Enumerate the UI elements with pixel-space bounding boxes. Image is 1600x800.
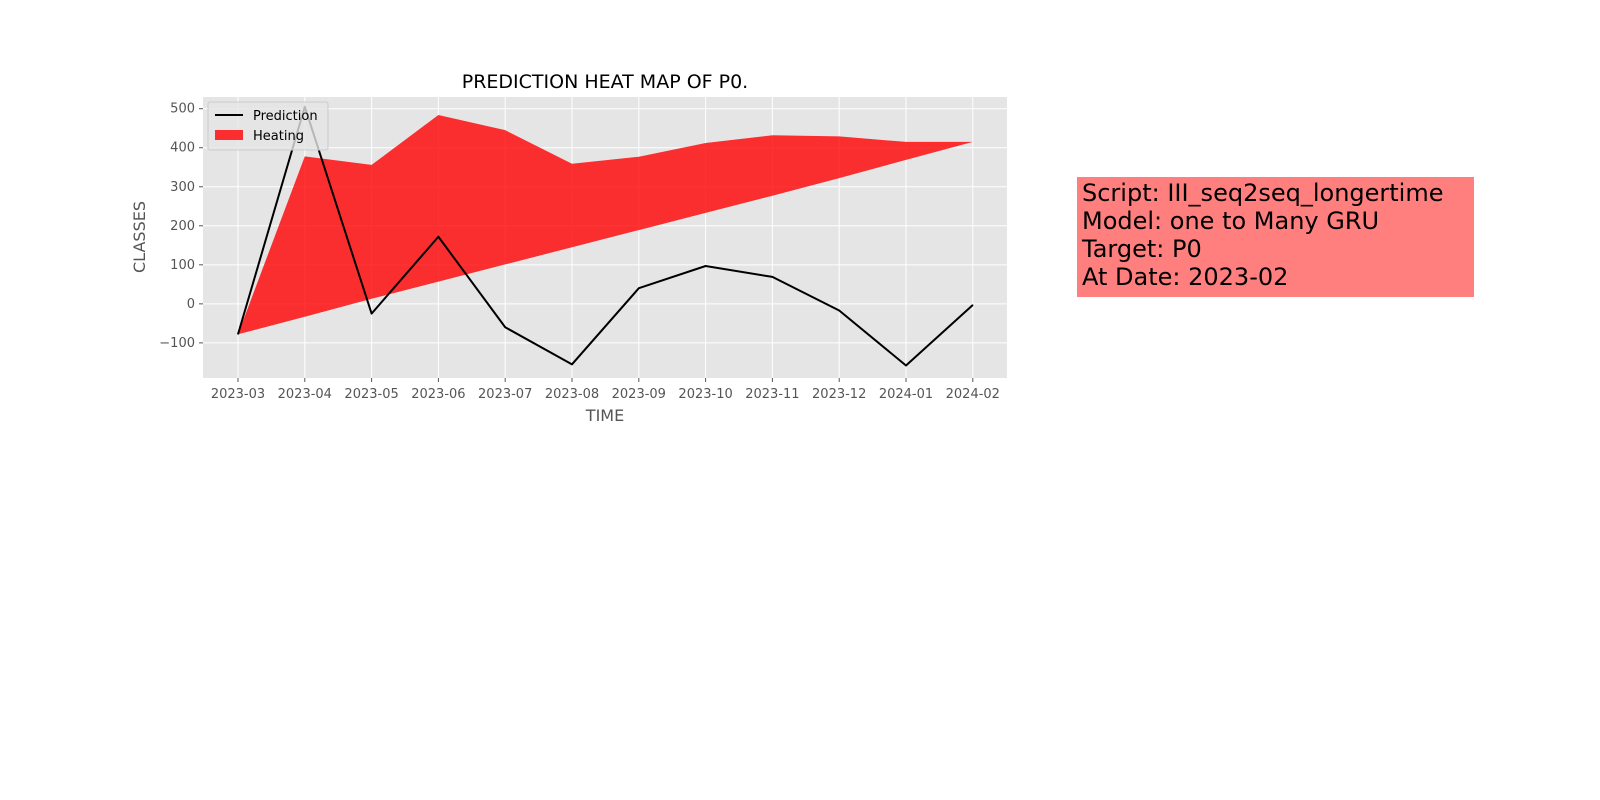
y-tick-label: 400 <box>170 141 195 156</box>
x-tick-label: 2023-04 <box>278 387 332 402</box>
legend: Prediction Heating <box>207 101 329 151</box>
y-tick-label: 0 <box>187 297 195 312</box>
info-script-line: Script: III_seq2seq_longertime <box>1082 179 1444 207</box>
x-tick-label: 2023-10 <box>678 387 732 402</box>
x-tick-label: 2023-08 <box>545 387 599 402</box>
x-tick-label: 2023-11 <box>745 387 799 402</box>
prediction-point <box>437 236 439 238</box>
info-box: Script: III_seq2seq_longertime Model: on… <box>1077 177 1474 297</box>
chart-title: PREDICTION HEAT MAP OF P0. <box>462 71 748 93</box>
legend-heating-swatch <box>215 130 243 140</box>
prediction-point <box>571 363 573 365</box>
heating-band <box>238 114 973 335</box>
series-layer <box>237 105 974 367</box>
x-tick-label: 2024-01 <box>879 387 933 402</box>
x-tick-label: 2023-07 <box>478 387 532 402</box>
prediction-point <box>838 309 840 311</box>
prediction-line <box>237 105 974 367</box>
legend-heating-label: Heating <box>253 129 304 144</box>
prediction-point <box>771 276 773 278</box>
x-tick-label: 2023-05 <box>344 387 398 402</box>
x-axis-label: TIME <box>585 406 624 425</box>
prediction-point <box>638 287 640 289</box>
y-tick-label: 500 <box>170 102 195 117</box>
prediction-point <box>237 333 239 335</box>
y-tick-label: 100 <box>170 258 195 273</box>
x-tick-label: 2023-03 <box>211 387 265 402</box>
x-tick-label: 2023-12 <box>812 387 866 402</box>
prediction-point <box>504 326 506 328</box>
x-tick-label: 2023-06 <box>411 387 465 402</box>
x-tick-label: 2024-02 <box>946 387 1000 402</box>
y-tick-label: 300 <box>170 180 195 195</box>
info-date-line: At Date: 2023-02 <box>1082 263 1289 291</box>
info-target-line: Target: P0 <box>1082 235 1202 263</box>
legend-prediction-label: Prediction <box>253 109 318 124</box>
y-tick-label: 200 <box>170 219 195 234</box>
prediction-point <box>371 313 373 315</box>
info-model-line: Model: one to Many GRU <box>1082 207 1380 235</box>
y-axis-label: CLASSES <box>130 201 149 273</box>
prediction-point <box>972 304 974 306</box>
prediction-point <box>705 265 707 267</box>
x-tick-label: 2023-09 <box>612 387 666 402</box>
axis-ticks: −100 0 100 200 300 400 500 2023-03 2023-04 2023-0… <box>159 102 1000 402</box>
prediction-point <box>905 365 907 367</box>
y-tick-label: −100 <box>159 336 195 351</box>
